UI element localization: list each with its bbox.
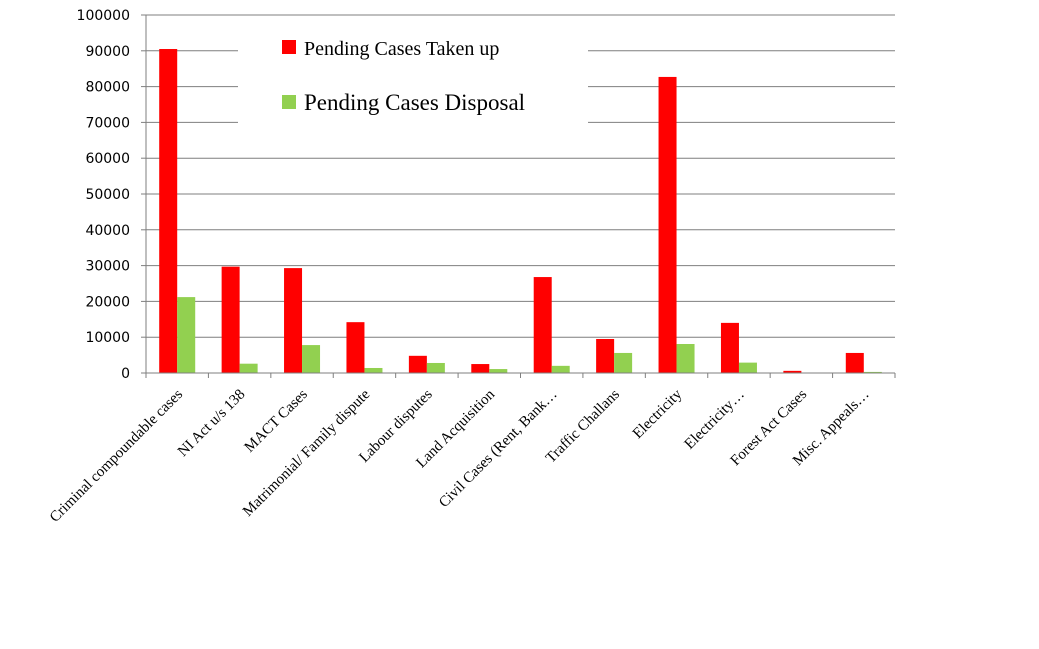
bar-disposal	[863, 371, 882, 373]
legend-label: Pending Cases Taken up	[304, 38, 499, 60]
y-tick-label: 70000	[85, 115, 130, 131]
bar-disposal	[177, 297, 196, 373]
bar-taken-up	[658, 76, 677, 374]
y-tick-label: 20000	[85, 294, 130, 310]
x-tick-label: Electricity	[630, 386, 686, 442]
bar-taken-up	[845, 352, 864, 373]
bar-taken-up	[596, 338, 615, 373]
y-tick-label: 10000	[85, 330, 130, 346]
bar-disposal	[489, 369, 508, 373]
bar-disposal	[738, 362, 757, 373]
legend-label: Pending Cases Disposal	[304, 90, 525, 115]
x-tick-label: NI Act u/s 138	[175, 387, 248, 460]
x-tick-label: MACT Cases	[242, 386, 311, 455]
bar-taken-up	[408, 355, 427, 373]
legend-box	[238, 28, 588, 128]
bar-taken-up	[159, 49, 178, 373]
y-axis-tick-labels: 0 10000 20000 30000 40000 50000 60000 70000 8000…	[77, 8, 130, 382]
legend-swatch	[282, 40, 296, 54]
y-tick-label: 30000	[85, 259, 130, 275]
bar-taken-up	[221, 266, 240, 373]
bar-taken-up	[720, 322, 739, 373]
bar-disposal	[426, 362, 445, 373]
legend-swatch	[282, 95, 296, 109]
y-tick-label: 0	[121, 366, 130, 382]
bar-disposal	[302, 345, 321, 373]
x-tick-label: Criminal compoundable cases	[47, 386, 186, 525]
x-tick-label: Matrimonial/ Family dispute	[240, 386, 374, 520]
y-tick-label: 40000	[85, 223, 130, 239]
bar-disposal	[239, 363, 258, 373]
bar-disposal	[676, 344, 695, 373]
x-tick-label: Electricity…	[682, 387, 748, 453]
y-tick-label: 100000	[77, 8, 130, 24]
bars	[159, 49, 882, 374]
bar-disposal	[551, 365, 570, 373]
bar-disposal	[364, 367, 383, 373]
bar-taken-up	[284, 268, 303, 373]
bar-disposal	[614, 352, 633, 373]
legend: Pending Cases Taken up Pending Cases Disp…	[238, 28, 588, 128]
axes	[141, 14, 896, 378]
x-tick-label: Civil Cases (Rent, Bank…	[436, 387, 560, 511]
y-tick-label: 50000	[85, 187, 130, 203]
y-tick-label: 90000	[85, 44, 130, 60]
bar-taken-up	[346, 322, 365, 373]
bar-taken-up	[783, 370, 802, 373]
bar-taken-up	[533, 277, 552, 373]
y-tick-label: 80000	[85, 80, 130, 96]
bar-taken-up	[471, 364, 490, 373]
y-tick-label: 60000	[85, 151, 130, 167]
